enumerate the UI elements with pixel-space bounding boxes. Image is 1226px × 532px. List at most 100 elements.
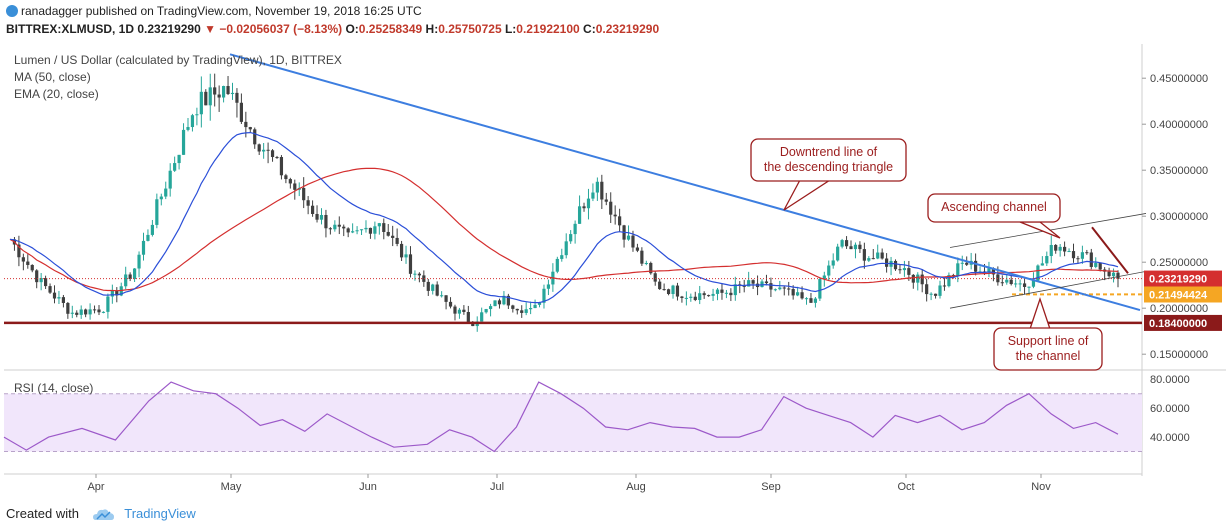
candle-body bbox=[26, 261, 30, 265]
candle-body bbox=[804, 298, 809, 300]
candle-body bbox=[715, 289, 720, 294]
candle-body bbox=[173, 163, 177, 171]
candle-body bbox=[364, 227, 368, 230]
last-price: 0.23219290 bbox=[137, 22, 201, 36]
candle-body bbox=[542, 288, 546, 303]
ohlc-l: 0.21922100 bbox=[516, 22, 580, 36]
candle-body bbox=[57, 297, 61, 299]
candle-body bbox=[164, 188, 168, 197]
candle-body bbox=[1067, 251, 1071, 253]
candle-body bbox=[1005, 279, 1009, 283]
x-tick-label: Sep bbox=[761, 481, 781, 493]
candle-body bbox=[742, 285, 746, 287]
candle-body bbox=[440, 295, 444, 297]
candle-body bbox=[640, 250, 644, 264]
price-chart[interactable]: 0.45000000 0.40000000 0.35000000 0.30000000… bbox=[0, 44, 1226, 504]
candle-body bbox=[698, 293, 702, 300]
publisher-name[interactable]: ranadagger bbox=[21, 4, 83, 18]
candle-body bbox=[30, 264, 34, 271]
candle-body bbox=[920, 274, 924, 285]
candle-body bbox=[239, 102, 243, 122]
candle-body bbox=[426, 281, 430, 291]
x-tick-label: Aug bbox=[626, 481, 646, 493]
candle-body bbox=[115, 290, 119, 296]
chart-title: Lumen / US Dollar (calculated by Trading… bbox=[14, 53, 342, 67]
candle-body bbox=[110, 290, 114, 297]
candle-body bbox=[555, 258, 559, 272]
candle-body bbox=[324, 214, 328, 229]
downtrend-callout-text: Downtrend line of bbox=[780, 145, 878, 159]
candle-body bbox=[150, 224, 154, 235]
candle-body bbox=[128, 274, 132, 279]
candle-body bbox=[764, 281, 769, 284]
rsi-tick-label: 60.0000 bbox=[1150, 403, 1190, 415]
candle-body bbox=[48, 286, 52, 293]
y-tick-label: 0.35000000 bbox=[1150, 165, 1208, 177]
x-tick-label: Apr bbox=[87, 481, 104, 493]
x-tick-label: May bbox=[221, 481, 242, 493]
candle-body bbox=[520, 310, 524, 313]
candle-body bbox=[595, 181, 599, 193]
candle-body bbox=[529, 308, 533, 310]
candle-body bbox=[226, 86, 230, 95]
ohlc-l-label: L: bbox=[504, 22, 517, 36]
candle-body bbox=[368, 227, 373, 234]
ema-20-line bbox=[9, 131, 1119, 304]
rsi-tick-label: 80.0000 bbox=[1150, 374, 1190, 386]
candle-body bbox=[1076, 258, 1080, 260]
x-tick-label: Nov bbox=[1031, 481, 1051, 493]
candle-body bbox=[502, 295, 506, 305]
down-triangle-icon: ▼ bbox=[204, 22, 216, 36]
candle-body bbox=[431, 284, 435, 291]
ohlc-o: 0.25258349 bbox=[358, 22, 423, 36]
candle-body bbox=[221, 86, 226, 98]
candle-body bbox=[787, 288, 791, 290]
candle-body bbox=[506, 295, 510, 306]
price-change: −0.02056037 (−8.13%) bbox=[219, 22, 343, 36]
candle-body bbox=[862, 249, 866, 261]
candle-body bbox=[270, 150, 275, 158]
candle-body bbox=[916, 274, 920, 283]
candle-body bbox=[1080, 252, 1085, 259]
candle-body bbox=[1058, 246, 1062, 251]
candle-body bbox=[208, 87, 212, 106]
candle-body bbox=[733, 284, 737, 296]
downtrend-callout-box bbox=[750, 138, 907, 182]
candle-body bbox=[310, 205, 315, 214]
candle-body bbox=[351, 231, 355, 233]
candle-body bbox=[907, 268, 911, 275]
candle-body bbox=[511, 305, 515, 309]
candles bbox=[12, 73, 1120, 332]
candle-body bbox=[747, 280, 751, 287]
candle-body bbox=[186, 127, 190, 130]
candle-body bbox=[35, 270, 39, 283]
candle-body bbox=[1054, 244, 1058, 251]
candle-body bbox=[168, 170, 172, 189]
candle-body bbox=[1014, 283, 1018, 285]
candle-body bbox=[159, 196, 163, 200]
candle-body bbox=[831, 260, 835, 266]
candle-body bbox=[66, 302, 70, 314]
candle-body bbox=[1000, 282, 1004, 284]
candle-body bbox=[533, 304, 537, 309]
price-label: 0.21494424 bbox=[1149, 289, 1208, 301]
candle-body bbox=[702, 293, 706, 296]
candle-body bbox=[778, 287, 782, 290]
candle-body bbox=[991, 268, 996, 275]
candle-body bbox=[204, 91, 208, 106]
candle-body bbox=[39, 278, 43, 283]
y-tick-label: 0.45000000 bbox=[1150, 73, 1208, 85]
support-callout-pointer bbox=[1029, 296, 1051, 330]
candle-body bbox=[399, 243, 404, 258]
candle-body bbox=[818, 278, 822, 299]
candle-body bbox=[644, 262, 648, 264]
candle-body bbox=[609, 201, 613, 215]
candle-body bbox=[382, 223, 386, 232]
ohlc-c: 0.23219290 bbox=[595, 22, 660, 36]
candle-body bbox=[809, 298, 813, 303]
candle-body bbox=[569, 234, 573, 242]
candle-body bbox=[302, 187, 306, 201]
candle-body bbox=[275, 157, 279, 159]
support-callout-box bbox=[993, 327, 1103, 371]
tradingview-brand[interactable]: TradingView bbox=[124, 506, 196, 521]
